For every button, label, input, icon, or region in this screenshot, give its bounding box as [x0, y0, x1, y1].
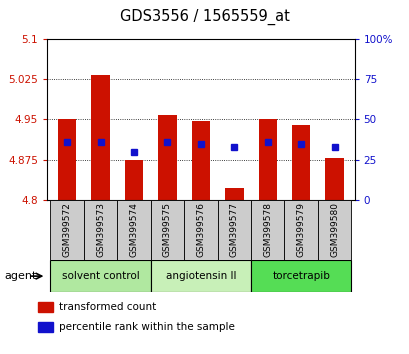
Bar [125, 160, 143, 200]
Bar [58, 119, 76, 200]
Bar [250, 260, 351, 292]
Bar [151, 260, 250, 292]
Bar [225, 188, 243, 200]
Bar [38, 321, 52, 332]
Text: transformed count: transformed count [59, 302, 156, 312]
Text: angiotensin II: angiotensin II [165, 271, 236, 281]
Text: GSM399572: GSM399572 [63, 202, 72, 257]
Bar [258, 119, 276, 200]
Bar [191, 121, 209, 200]
Bar [151, 200, 184, 260]
Text: GSM399576: GSM399576 [196, 202, 205, 257]
Bar [38, 302, 52, 312]
Bar [217, 200, 250, 260]
Bar [291, 125, 310, 200]
Bar [84, 200, 117, 260]
Bar [91, 75, 110, 200]
Text: GDS3556 / 1565559_at: GDS3556 / 1565559_at [120, 9, 289, 25]
Bar [184, 200, 217, 260]
Text: GSM399574: GSM399574 [129, 202, 138, 257]
Text: percentile rank within the sample: percentile rank within the sample [59, 321, 234, 332]
Bar [317, 200, 351, 260]
Text: solvent control: solvent control [62, 271, 139, 281]
Text: GSM399579: GSM399579 [296, 202, 305, 257]
Bar [117, 200, 151, 260]
Text: GSM399577: GSM399577 [229, 202, 238, 257]
Text: agent: agent [4, 271, 36, 281]
Bar [325, 158, 343, 200]
Bar [158, 115, 176, 200]
Text: torcetrapib: torcetrapib [272, 271, 329, 281]
Text: GSM399573: GSM399573 [96, 202, 105, 257]
Bar [250, 200, 284, 260]
Bar [50, 200, 84, 260]
Text: GSM399578: GSM399578 [263, 202, 272, 257]
Text: GSM399580: GSM399580 [329, 202, 338, 257]
Text: GSM399575: GSM399575 [163, 202, 171, 257]
Bar [50, 260, 151, 292]
Bar [284, 200, 317, 260]
